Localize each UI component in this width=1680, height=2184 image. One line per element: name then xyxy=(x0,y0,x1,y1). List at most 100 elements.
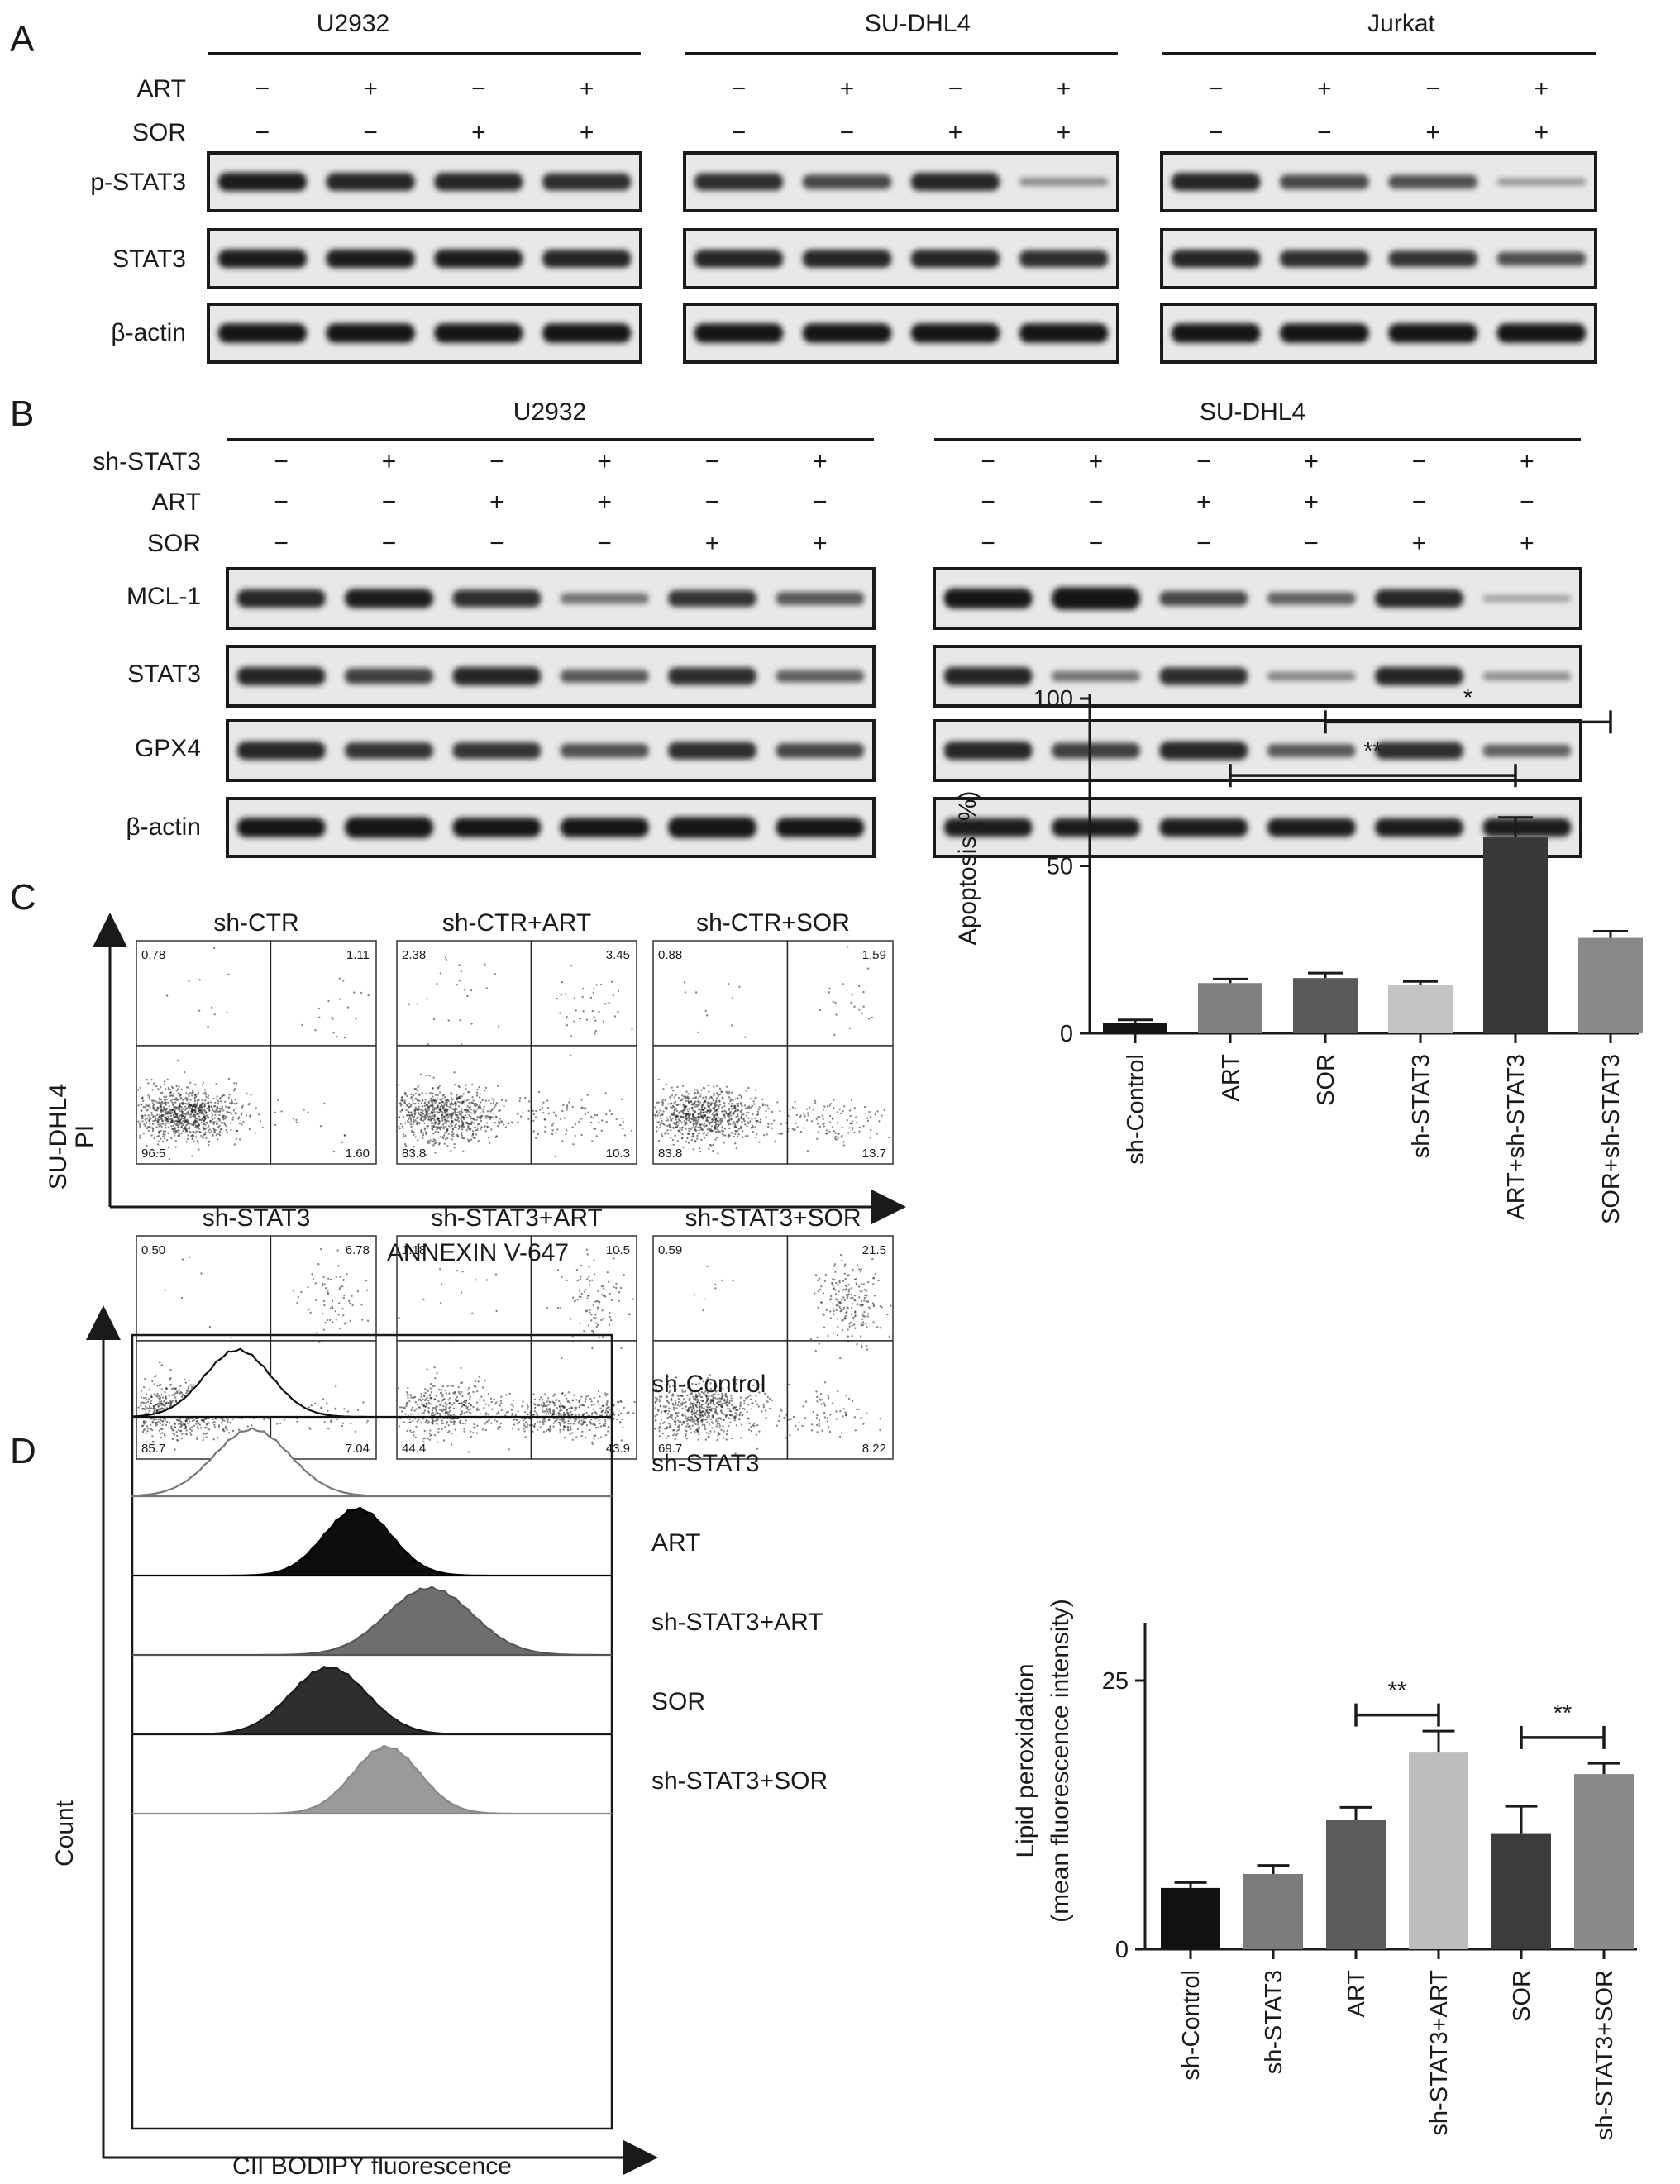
flow-event-dot xyxy=(226,1011,228,1014)
flow-event-dot xyxy=(567,1422,570,1425)
flow-event-dot xyxy=(408,1111,410,1113)
flow-event-dot xyxy=(172,1093,175,1095)
flow-event-dot xyxy=(556,1407,558,1409)
flow-event-dot xyxy=(602,1336,604,1338)
flow-event-dot xyxy=(580,1295,582,1299)
flow-event-dot xyxy=(665,1437,668,1440)
quadrant-value-ur: 6.78 xyxy=(346,1243,370,1257)
blot-band xyxy=(776,670,865,683)
flow-event-dot xyxy=(439,1404,441,1407)
flow-event-dot xyxy=(497,1428,499,1430)
flow-event-dot xyxy=(740,1125,742,1128)
flow-event-dot xyxy=(659,1399,661,1401)
flow-event-dot xyxy=(623,1406,625,1409)
flow-event-dot xyxy=(194,1109,197,1112)
flow-event-dot xyxy=(511,1427,514,1430)
flow-event-dot xyxy=(532,1393,535,1395)
flow-event-dot xyxy=(677,1096,680,1099)
flow-event-dot xyxy=(740,1111,742,1113)
quadrant-value-lr: 13.7 xyxy=(862,1147,886,1161)
flow-event-dot xyxy=(456,1400,459,1403)
flow-event-dot xyxy=(580,1099,583,1101)
flow-event-dot xyxy=(141,1424,145,1428)
flow-event-dot xyxy=(541,1106,544,1109)
flow-event-dot xyxy=(212,1097,215,1100)
flow-event-dot xyxy=(866,967,870,970)
flow-event-dot xyxy=(728,1134,731,1137)
flow-event-dot xyxy=(212,1135,214,1137)
flow-event-dot xyxy=(170,1388,174,1390)
flow-event-dot xyxy=(723,1113,725,1116)
flow-event-dot xyxy=(165,1119,168,1122)
flow-event-dot xyxy=(220,1422,223,1424)
flow-event-dot xyxy=(424,1437,427,1440)
flow-event-dot xyxy=(261,1126,264,1129)
flow-event-dot xyxy=(610,1319,613,1322)
flow-event-dot xyxy=(459,1392,461,1395)
flow-event-dot xyxy=(632,1298,634,1300)
flow-event-dot xyxy=(322,1328,325,1331)
blot-band xyxy=(345,817,433,838)
flow-event-dot xyxy=(461,1043,463,1046)
flow-event-dot xyxy=(710,1418,713,1420)
flow-event-dot xyxy=(552,1409,555,1413)
blot-band xyxy=(802,323,892,343)
flow-event-dot xyxy=(203,1103,207,1105)
flow-event-dot xyxy=(708,1097,710,1099)
flow-event-dot xyxy=(470,1120,473,1123)
flow-event-dot xyxy=(455,1107,457,1110)
flow-event-dot xyxy=(192,1130,195,1133)
flow-event-dot xyxy=(179,1422,181,1425)
flow-event-dot xyxy=(725,1090,728,1094)
flow-event-dot xyxy=(440,1283,443,1285)
flow-event-dot xyxy=(628,1313,631,1315)
flow-event-dot xyxy=(713,1092,715,1094)
flow-event-dot xyxy=(441,1104,443,1106)
flow-event-dot xyxy=(162,1133,165,1136)
flow-event-dot xyxy=(424,1405,427,1408)
flow-event-dot xyxy=(513,1423,516,1426)
flow-event-dot xyxy=(142,1407,145,1410)
flow-event-dot xyxy=(588,1266,590,1268)
flow-event-dot xyxy=(571,1438,574,1442)
flow-event-dot xyxy=(685,1425,688,1428)
flow-event-dot xyxy=(562,1414,565,1417)
flow-event-dot xyxy=(542,1410,545,1413)
flow-event-dot xyxy=(210,1130,213,1133)
flow-event-dot xyxy=(593,1316,595,1319)
flow-event-dot xyxy=(743,1120,746,1123)
flow-event-dot xyxy=(715,1114,718,1117)
flow-event-dot xyxy=(671,1393,675,1395)
flow-event-dot xyxy=(160,1384,162,1386)
flow-event-dot xyxy=(152,1099,155,1103)
flow-event-dot xyxy=(204,1131,207,1134)
flow-event-dot xyxy=(737,1109,739,1112)
flow-event-dot xyxy=(684,1104,686,1108)
flow-event-dot xyxy=(563,1422,566,1424)
flow-event-dot xyxy=(179,1109,181,1112)
flow-event-dot xyxy=(161,1428,164,1431)
flow-event-dot xyxy=(399,1123,403,1125)
flow-event-dot xyxy=(174,1423,176,1425)
flow-event-dot xyxy=(405,1109,408,1112)
flow-event-dot xyxy=(591,1347,594,1350)
flow-event-dot xyxy=(694,1119,697,1123)
flow-event-dot xyxy=(467,1389,470,1391)
flow-event-dot xyxy=(714,1118,718,1120)
flow-event-dot xyxy=(435,1411,437,1414)
flow-event-dot xyxy=(472,1118,475,1120)
flow-event-dot xyxy=(589,1309,591,1311)
flow-event-dot xyxy=(675,1433,678,1437)
flow-event-dot xyxy=(465,1111,468,1113)
flow-event-dot xyxy=(504,1126,507,1128)
flow-event-dot xyxy=(322,1313,324,1315)
flow-event-dot xyxy=(585,1278,589,1280)
flow-event-dot xyxy=(561,1276,563,1279)
flow-event-dot xyxy=(191,1090,194,1092)
flow-event-dot xyxy=(762,1134,766,1137)
flow-event-dot xyxy=(413,1120,415,1123)
flow-event-dot xyxy=(605,1404,608,1407)
flow-event-dot xyxy=(569,1418,572,1420)
flow-event-dot xyxy=(521,1405,523,1408)
